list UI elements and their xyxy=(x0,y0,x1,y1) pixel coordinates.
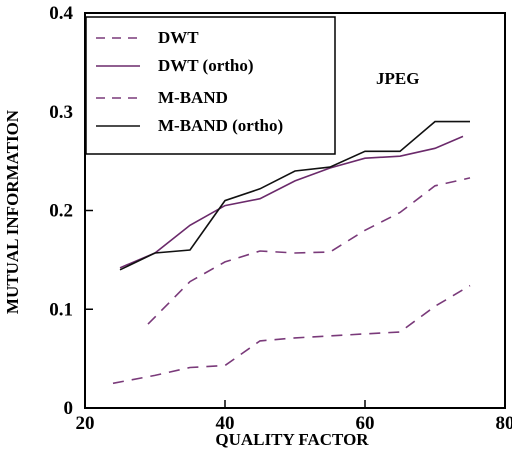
x-tick-label: 40 xyxy=(216,413,235,434)
y-tick-label: 0.2 xyxy=(49,201,73,222)
legend-box xyxy=(85,16,336,155)
x-tick-label: 20 xyxy=(76,413,95,434)
series-layer xyxy=(112,120,471,385)
y-axis-title: MUTUAL INFORMATION xyxy=(3,109,22,314)
series-line-4 xyxy=(119,120,470,271)
series-line-3 xyxy=(112,284,471,385)
y-tick-label: 0 xyxy=(64,398,74,419)
series-line-1 xyxy=(147,177,471,325)
y-tick-label: 0.3 xyxy=(49,102,73,123)
legend-label: M-BAND xyxy=(158,88,228,107)
y-tick-label: 0.1 xyxy=(49,299,73,320)
legend-label: M-BAND (ortho) xyxy=(158,116,283,135)
y-tick-label: 0.4 xyxy=(49,3,73,24)
legend: DWT DWT (ortho) M-BAND M-BAND (ortho) xyxy=(85,16,336,155)
ticks-layer: 20 40 60 80 0 0.1 0.2 0.3 0.4 xyxy=(49,3,512,434)
series-line-2 xyxy=(119,135,464,269)
legend-items: DWT DWT (ortho) M-BAND M-BAND (ortho) xyxy=(96,28,283,135)
legend-label: DWT xyxy=(158,28,199,47)
x-axis-title: QUALITY FACTOR xyxy=(215,430,369,449)
chart-annotation: JPEG xyxy=(376,69,419,88)
x-tick-label: 80 xyxy=(496,413,512,434)
x-tick-label: 60 xyxy=(356,413,375,434)
legend-label: DWT (ortho) xyxy=(158,56,254,75)
